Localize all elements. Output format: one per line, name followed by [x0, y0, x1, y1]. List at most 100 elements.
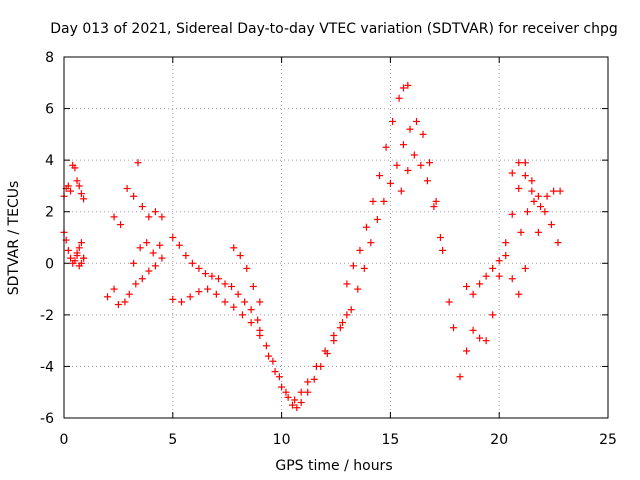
data-point [489, 264, 497, 272]
data-point [243, 264, 251, 272]
data-point [117, 221, 125, 229]
data-point [169, 295, 177, 303]
x-tick-label: 15 [381, 432, 399, 448]
data-point [278, 383, 286, 391]
data-point [77, 259, 85, 267]
data-point [399, 141, 407, 149]
data-point [356, 246, 364, 254]
data-point [297, 399, 305, 407]
data-point [508, 275, 516, 283]
data-point [554, 239, 562, 247]
data-point [550, 187, 558, 195]
data-point [149, 249, 157, 257]
data-point [228, 282, 236, 290]
data-point [212, 290, 220, 298]
data-point [67, 254, 75, 262]
data-point [445, 298, 453, 306]
data-point [389, 117, 397, 125]
x-tick-label: 0 [60, 432, 69, 448]
grid [64, 57, 608, 418]
data-point [367, 239, 375, 247]
data-point [310, 375, 318, 383]
data-point [241, 298, 249, 306]
data-point [130, 192, 138, 200]
data-point [336, 324, 344, 332]
data-point [417, 161, 425, 169]
data-point [432, 197, 440, 205]
data-point [489, 311, 497, 319]
data-point [556, 187, 564, 195]
data-point [354, 285, 362, 293]
data-point [515, 290, 523, 298]
data-point [182, 252, 190, 260]
data-point [463, 282, 471, 290]
plot-frame [63, 56, 609, 419]
data-point [376, 172, 384, 180]
data-point [67, 187, 75, 195]
data-point [349, 262, 357, 270]
data-point [508, 210, 516, 218]
data-point [71, 257, 79, 265]
data-point [143, 239, 151, 247]
y-tick-label: 8 [45, 50, 54, 66]
data-point [450, 324, 458, 332]
data-point [114, 301, 122, 309]
data-point [238, 311, 246, 319]
data-point [426, 159, 434, 167]
data-point [534, 192, 542, 200]
data-point [423, 177, 431, 185]
data-point [145, 213, 153, 221]
data-point [221, 298, 229, 306]
data-point [256, 298, 264, 306]
data-point [347, 306, 355, 314]
data-point [110, 285, 118, 293]
data-point [495, 272, 503, 280]
data-point [528, 187, 536, 195]
chart-title: Day 013 of 2021, Sidereal Day-to-day VTE… [50, 21, 618, 37]
x-axis-label: GPS time / hours [275, 458, 392, 474]
y-tick-label: -2 [40, 308, 54, 324]
y-tick-label: 6 [45, 102, 54, 118]
data-point [515, 185, 523, 193]
data-point [304, 378, 312, 386]
data-point [169, 234, 177, 241]
data-point [132, 280, 140, 288]
data-point [175, 241, 183, 249]
y-axis-label: SDTVAR / TECUs [6, 181, 22, 296]
data-point [80, 195, 88, 203]
data-point [410, 151, 418, 159]
data-point [476, 280, 484, 288]
data-point [469, 290, 477, 298]
data-point [321, 347, 329, 355]
data-point [275, 373, 283, 381]
data-point [71, 164, 79, 172]
data-point [64, 246, 72, 254]
data-point [230, 244, 238, 252]
y-tick-label: 4 [45, 153, 54, 169]
data-point [373, 215, 381, 223]
data-point [297, 388, 305, 396]
data-point [284, 393, 292, 401]
data-point [534, 228, 542, 236]
data-point [515, 159, 523, 167]
data-point [73, 249, 81, 257]
data-point [77, 239, 85, 247]
data-point [482, 272, 490, 280]
data-point [158, 213, 166, 221]
data-point [138, 203, 146, 211]
data-point [138, 275, 146, 283]
data-point [360, 264, 368, 272]
data-point [330, 331, 338, 339]
data-point [110, 213, 118, 221]
data-point [249, 282, 257, 290]
data-point [195, 288, 203, 296]
data-point [312, 362, 320, 370]
data-point [469, 326, 477, 334]
x-tick-label: 10 [273, 432, 291, 448]
data-point [214, 275, 222, 283]
data-point [158, 254, 166, 262]
data-point [256, 331, 264, 339]
data-point [369, 197, 377, 205]
data-point [439, 246, 447, 254]
data-point [547, 221, 555, 229]
